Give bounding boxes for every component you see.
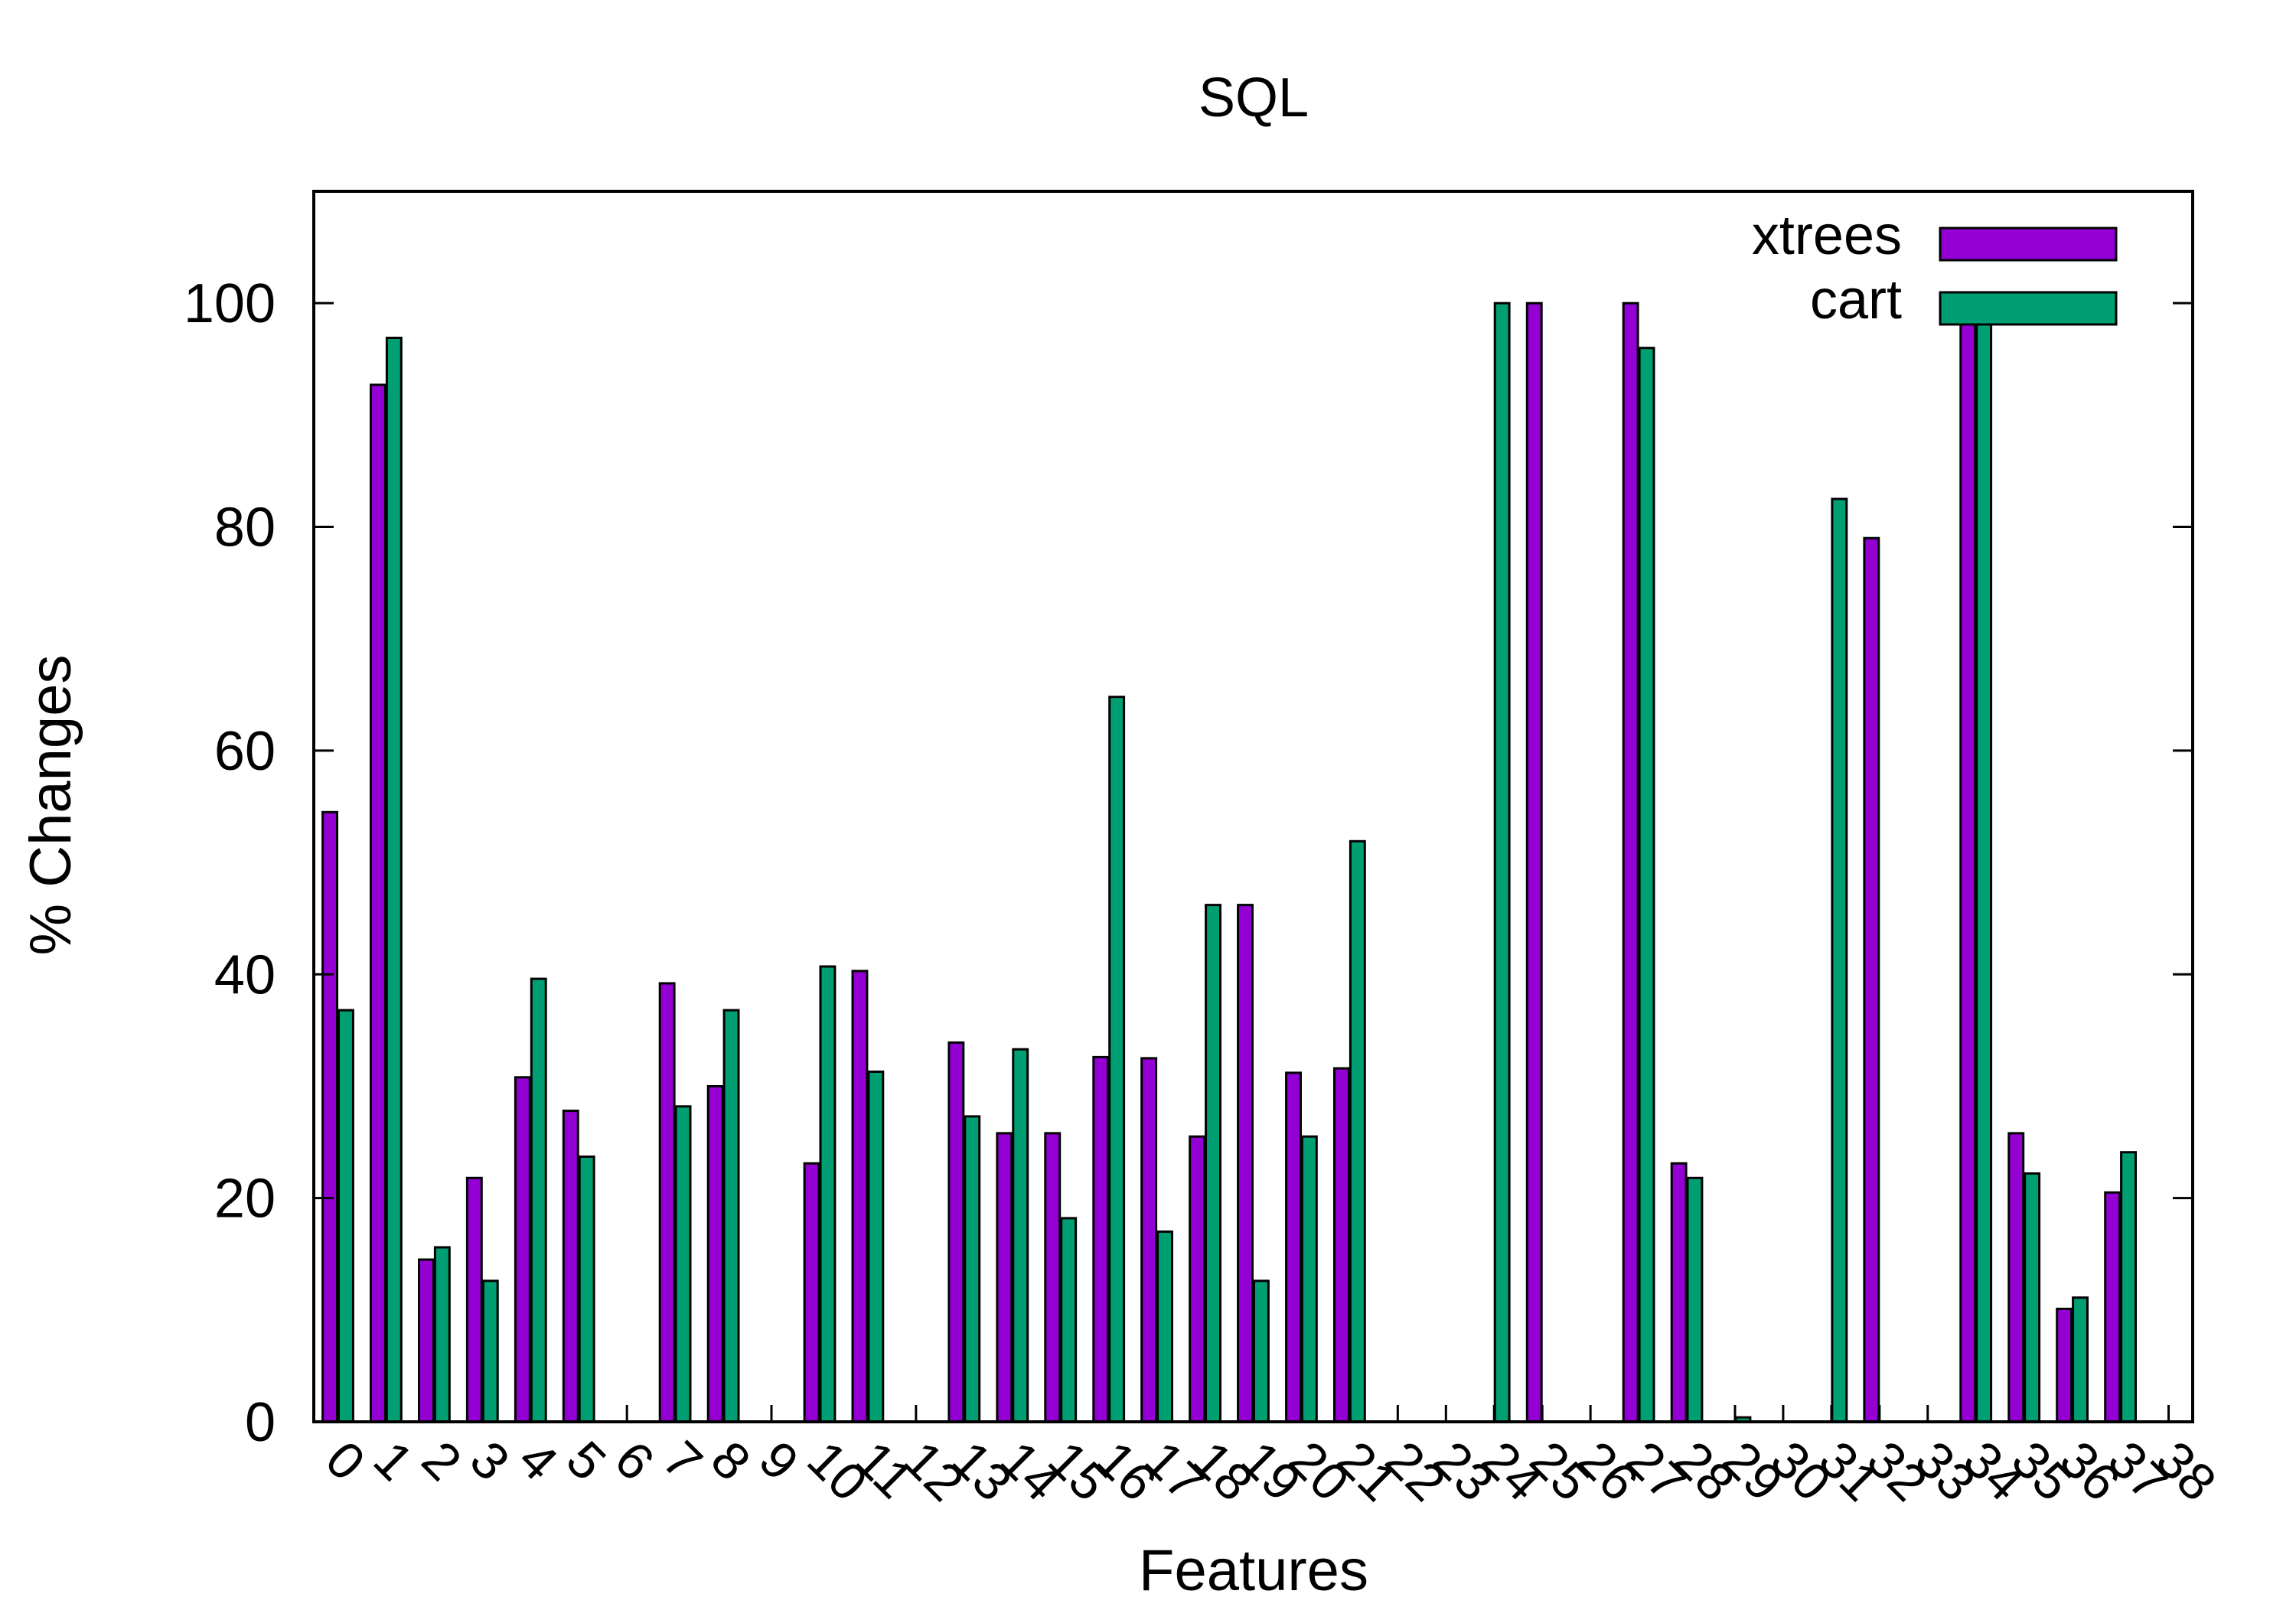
cart-bar-17 (1156, 1231, 1173, 1423)
xtrees-bar-0 (321, 810, 339, 1423)
xtrees-bar-14 (996, 1132, 1013, 1423)
xtrees-bar-36 (2056, 1307, 2073, 1423)
cart-bar-8 (722, 1009, 740, 1423)
x-axis-label: Features (1139, 1538, 1368, 1603)
xtrees-bar-5 (562, 1110, 579, 1423)
xtrees-bar-32 (1863, 536, 1880, 1423)
xtrees-bar-34 (1959, 318, 1977, 1423)
x-tick-label-7: 7 (651, 1430, 713, 1491)
xtrees-bar-10 (803, 1162, 820, 1423)
cart-bar-36 (2072, 1296, 2089, 1423)
xtrees-bar-28 (1670, 1162, 1688, 1423)
xtrees-bar-8 (706, 1085, 724, 1423)
xtrees-bar-25 (1525, 302, 1543, 1423)
xtrees-bar-7 (658, 982, 676, 1423)
xtrees-bar-11 (851, 970, 869, 1423)
cart-bar-3 (481, 1279, 499, 1423)
xtrees-bar-20 (1285, 1071, 1302, 1423)
cart-bar-24 (1493, 302, 1511, 1423)
xtrees-bar-35 (2007, 1132, 2025, 1423)
cart-bar-11 (867, 1071, 885, 1423)
chart-title: SQL (1199, 67, 1309, 129)
x-tick-label-6: 6 (604, 1430, 665, 1491)
cart-bar-14 (1012, 1048, 1029, 1423)
y-tick-label-20: 20 (214, 1169, 276, 1230)
xtrees-bar-21 (1333, 1067, 1350, 1423)
cart-bar-31 (1831, 497, 1848, 1423)
cart-bar-15 (1060, 1217, 1078, 1423)
xtrees-bar-15 (1044, 1132, 1062, 1423)
cart-bar-2 (433, 1246, 451, 1423)
legend-label-cart: cart (1810, 269, 1902, 331)
cart-bar-10 (819, 965, 837, 1423)
x-tick-label-8: 8 (700, 1430, 761, 1491)
y-tick-label-0: 0 (245, 1392, 276, 1453)
bars-group (321, 302, 2138, 1423)
xtrees-bar-18 (1189, 1135, 1206, 1423)
x-tick-label-38: 38 (2145, 1430, 2227, 1512)
cart-bar-18 (1205, 904, 1221, 1423)
xtrees-bar-19 (1237, 904, 1254, 1423)
xtrees-bar-17 (1140, 1057, 1158, 1423)
cart-bar-20 (1300, 1135, 1318, 1423)
cart-bar-0 (338, 1009, 354, 1423)
x-tick-label-2: 2 (411, 1430, 472, 1491)
cart-bar-4 (530, 977, 547, 1423)
y-tick-label-40: 40 (214, 944, 276, 1006)
cart-bar-19 (1253, 1279, 1270, 1423)
xtrees-bar-13 (947, 1041, 965, 1423)
xtrees-bar-1 (370, 383, 386, 1423)
x-tick-label-3: 3 (459, 1430, 520, 1491)
legend-label-xtrees: xtrees (1752, 205, 1902, 266)
y-tick-label-80: 80 (214, 497, 276, 559)
xtrees-bar-3 (465, 1176, 483, 1423)
xtrees-bar-4 (514, 1076, 531, 1423)
cart-bar-13 (964, 1115, 981, 1423)
cart-bar-37 (2120, 1151, 2138, 1423)
cart-bar-27 (1638, 347, 1655, 1423)
legend-swatch-cart (1939, 291, 2118, 326)
y-tick-label-100: 100 (184, 273, 276, 334)
y-axis-label: % Changes (18, 655, 83, 956)
x-tick-label-0: 0 (315, 1430, 376, 1491)
cart-bar-5 (578, 1156, 595, 1423)
x-tick-label-1: 1 (363, 1430, 424, 1491)
xtrees-bar-16 (1092, 1055, 1110, 1423)
cart-bar-16 (1108, 696, 1126, 1423)
x-tick-label-9: 9 (748, 1430, 809, 1491)
cart-bar-21 (1349, 839, 1366, 1423)
cart-bar-7 (674, 1105, 692, 1423)
legend-swatch-xtrees (1939, 227, 2118, 262)
xtrees-bar-37 (2104, 1191, 2122, 1423)
y-tick-label-60: 60 (214, 721, 276, 782)
x-tick-label-5: 5 (556, 1430, 617, 1491)
xtrees-bar-27 (1622, 302, 1639, 1423)
cart-bar-28 (1686, 1176, 1704, 1423)
x-tick-label-4: 4 (507, 1430, 569, 1491)
xtrees-bar-2 (418, 1258, 435, 1423)
cart-bar-1 (385, 337, 403, 1423)
cart-bar-35 (2024, 1172, 2041, 1423)
cart-bar-34 (1975, 302, 1993, 1423)
